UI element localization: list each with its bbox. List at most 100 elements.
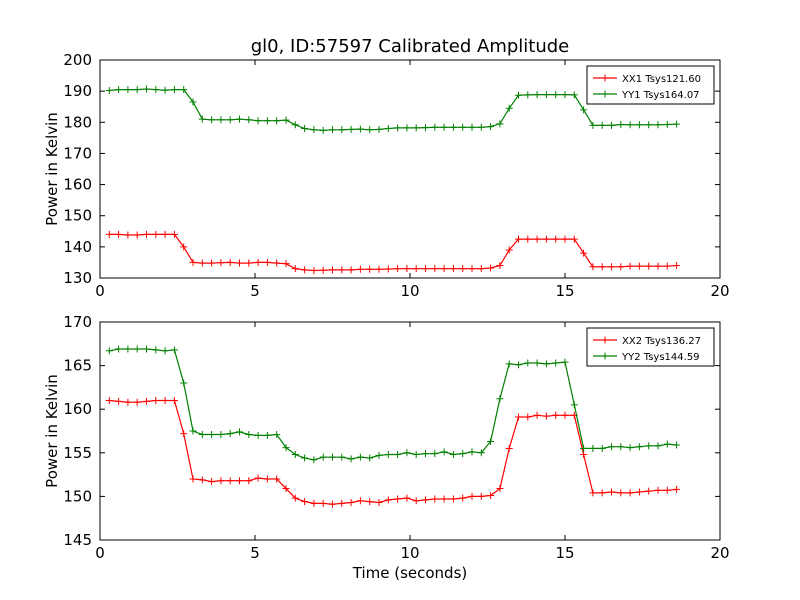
data-point (347, 125, 355, 133)
data-point (329, 453, 336, 461)
data-point (552, 359, 560, 367)
data-point (180, 243, 188, 251)
data-point (161, 396, 169, 404)
data-point (384, 496, 392, 504)
data-point (654, 486, 662, 494)
x-tick-label: 0 (95, 282, 105, 300)
data-point (654, 262, 662, 270)
legend-marker (601, 90, 609, 98)
data-point (608, 443, 615, 451)
data-point (133, 86, 141, 94)
data-point (617, 489, 625, 497)
data-point (431, 450, 439, 458)
data-point (589, 444, 597, 452)
data-point (487, 492, 495, 500)
data-point (580, 249, 588, 257)
data-point (245, 259, 253, 267)
data-point (431, 123, 439, 131)
data-point (310, 456, 318, 464)
data-point (487, 437, 495, 445)
data-point (170, 86, 178, 94)
data-point (449, 123, 457, 131)
data-point (552, 235, 560, 243)
data-point (459, 494, 467, 502)
data-point (663, 486, 671, 494)
data-point (561, 235, 569, 243)
data-point (236, 477, 243, 485)
data-point (403, 449, 411, 457)
data-point (189, 258, 197, 266)
data-point (459, 123, 467, 131)
data-point (115, 230, 123, 238)
data-point (254, 258, 262, 266)
data-point (515, 91, 522, 99)
data-point (654, 121, 662, 129)
data-point (319, 266, 327, 274)
data-point (319, 126, 327, 134)
data-point (403, 265, 411, 273)
data-point (608, 121, 615, 129)
y-tick-label: 165 (63, 357, 92, 375)
data-point (515, 235, 522, 243)
data-point (440, 265, 448, 273)
data-point (254, 474, 262, 482)
data-point (468, 123, 476, 131)
data-point (552, 91, 560, 99)
data-point (617, 120, 625, 128)
data-point (645, 442, 653, 450)
data-point (170, 346, 178, 354)
data-point (226, 116, 234, 124)
data-point (245, 116, 253, 124)
x-tick-label: 10 (400, 544, 419, 562)
data-point (273, 259, 281, 267)
data-point (366, 454, 374, 462)
data-point (310, 267, 318, 275)
upper-plot: 0 5 10 15 20 130 140 150 160 170 180 190 200 Power in… (43, 51, 730, 300)
y-tick-label: 160 (63, 400, 92, 418)
data-point (580, 106, 588, 114)
data-point (570, 401, 578, 409)
data-point (208, 478, 216, 486)
data-point (143, 230, 150, 238)
data-point (384, 451, 392, 459)
data-point (459, 265, 467, 273)
data-point (645, 121, 653, 129)
lower-plot: 0 5 10 15 20 145 150 155 160 165 170 Power in Kelvi… (43, 313, 730, 562)
data-point (366, 498, 374, 506)
data-point (561, 358, 569, 366)
data-point (356, 265, 364, 273)
y-tick-label: 150 (63, 487, 92, 505)
data-point (273, 430, 281, 438)
data-point (170, 396, 178, 404)
data-point (626, 489, 634, 497)
data-point (570, 91, 578, 99)
x-tick-label: 10 (400, 282, 419, 300)
data-point (161, 347, 169, 355)
data-point (282, 260, 290, 268)
x-tick-label: 20 (710, 544, 729, 562)
series-line-1 (109, 233, 677, 272)
data-point (301, 266, 309, 274)
data-point (422, 124, 429, 132)
data-point (105, 87, 113, 95)
data-point (319, 499, 327, 507)
data-point (449, 495, 457, 503)
data-point (589, 121, 597, 129)
data-point (440, 448, 448, 456)
y-tick-label: 145 (63, 531, 92, 549)
data-point (663, 262, 671, 270)
legend-label: YY2 Tsys144.59 (621, 352, 700, 363)
data-point (263, 475, 271, 483)
data-point (598, 444, 606, 452)
data-point (291, 265, 299, 273)
data-point (542, 91, 550, 99)
legend (586, 327, 715, 367)
data-point (273, 475, 281, 483)
data-point (440, 495, 448, 503)
data-point (673, 262, 681, 270)
data-point (105, 396, 113, 404)
data-point (152, 86, 160, 94)
data-point (310, 126, 318, 134)
x-tick-label: 0 (95, 544, 105, 562)
data-point (208, 430, 216, 438)
